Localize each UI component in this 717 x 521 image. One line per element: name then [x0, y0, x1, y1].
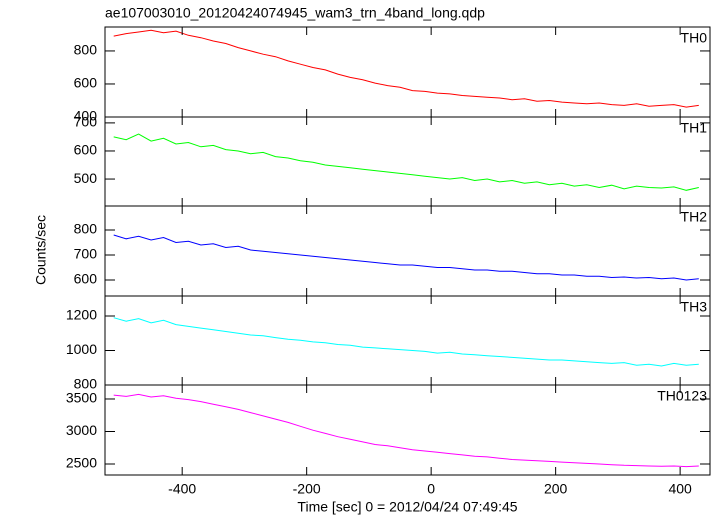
panel-frame: [104, 295, 711, 386]
panel-label: TH1: [681, 120, 708, 136]
x-tick-label: 0: [427, 481, 435, 497]
x-tick-label: -400: [168, 481, 196, 497]
x-tick-label: 400: [668, 481, 692, 497]
y-tick-label: 600: [74, 271, 98, 287]
y-tick-label: 3500: [66, 390, 97, 406]
data-line: [113, 393, 699, 468]
panel-label: TH2: [681, 209, 708, 225]
y-tick-label: 700: [74, 114, 98, 130]
y-tick-label: 800: [74, 42, 98, 58]
y-tick-label: 2500: [66, 455, 97, 471]
data-line: [113, 133, 699, 191]
chart-title: ae107003010_20120424074945_wam3_trn_4ban…: [105, 5, 485, 21]
y-tick-label: 3000: [66, 422, 97, 438]
x-axis-label: Time [sec] 0 = 2012/04/24 07:49:45: [297, 499, 517, 515]
data-line: [113, 29, 699, 108]
panel-label: TH3: [681, 299, 708, 315]
panel-frame: [104, 116, 711, 207]
panel-frame: [104, 384, 711, 476]
panel-frame: [104, 205, 711, 297]
x-tick-label: -200: [293, 481, 321, 497]
y-tick-label: 1200: [66, 307, 97, 323]
panel-label: TH0: [681, 30, 708, 46]
panel-frame: [104, 26, 711, 118]
y-tick-label: 500: [74, 170, 98, 186]
y-tick-label: 400: [74, 108, 98, 124]
data-line: [113, 234, 699, 281]
x-tick-label: 200: [544, 481, 568, 497]
y-tick-label: 1000: [66, 341, 97, 357]
y-tick-label: 600: [74, 75, 98, 91]
y-tick-label: 600: [74, 142, 98, 158]
panel-label: TH0123: [657, 388, 707, 404]
y-tick-label: 700: [74, 246, 98, 262]
y-tick-label: 800: [74, 221, 98, 237]
y-tick-label: 800: [74, 376, 98, 392]
data-line: [113, 317, 699, 367]
y-axis-label: Counts/sec: [33, 215, 49, 285]
